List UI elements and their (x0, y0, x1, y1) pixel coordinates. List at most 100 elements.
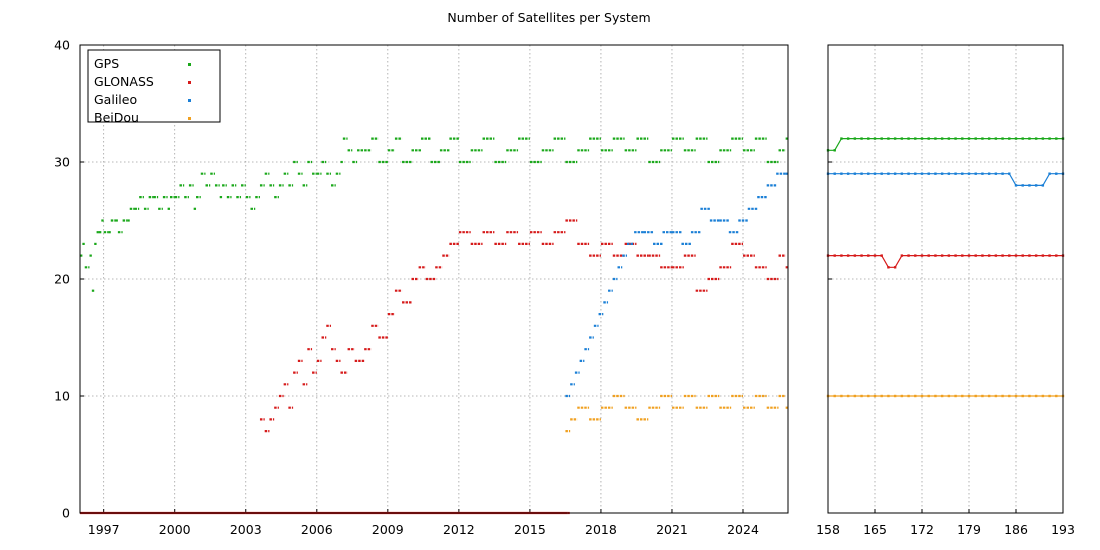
legend-label: Galileo (94, 92, 137, 107)
data-point (1014, 394, 1018, 398)
legend-swatch (188, 117, 191, 120)
data-point (840, 254, 843, 257)
x-tick-label: 193 (1051, 522, 1075, 537)
data-point (1021, 137, 1024, 140)
x-tick-label: 2009 (372, 522, 404, 537)
data-point (994, 137, 998, 140)
data-point (920, 254, 924, 257)
data-point (981, 172, 984, 175)
data-point (1021, 184, 1024, 187)
data-point (914, 254, 917, 257)
data-point (907, 172, 910, 175)
x-tick-label: 165 (863, 522, 887, 537)
series-line (828, 138, 1063, 151)
data-point (1028, 137, 1031, 140)
data-point (974, 172, 977, 175)
data-point (873, 254, 877, 257)
data-point (853, 137, 857, 140)
series-gps-years (80, 137, 788, 292)
data-point (967, 172, 971, 175)
x-tick-label: 2012 (443, 522, 475, 537)
data-point (887, 137, 890, 140)
data-point (954, 172, 957, 175)
y-tick-label: 20 (54, 272, 70, 287)
legend-label: GPS (94, 56, 119, 71)
data-point (1034, 394, 1038, 398)
legend: GPS GLONASS Galileo BeiDou (87, 49, 221, 125)
data-point (853, 172, 857, 175)
data-point (954, 254, 957, 257)
data-point (940, 394, 944, 398)
data-point (907, 137, 910, 140)
y-tick-label: 40 (54, 38, 70, 53)
data-point (1001, 394, 1004, 398)
data-point (987, 394, 991, 398)
data-point (1014, 184, 1018, 187)
data-point (961, 254, 964, 257)
data-point (900, 254, 904, 257)
data-point (1008, 172, 1011, 175)
data-point (994, 394, 998, 398)
data-point (927, 394, 930, 398)
data-point (900, 137, 904, 140)
x-tick-label: 2003 (230, 522, 262, 537)
legend-box (87, 49, 221, 123)
y-tick-label: 30 (54, 155, 70, 170)
data-point (1041, 137, 1045, 140)
data-point (940, 137, 944, 140)
data-point (1008, 254, 1011, 257)
data-point (893, 394, 897, 398)
series-line (828, 173, 1063, 186)
data-point (1048, 172, 1051, 175)
series-beidou-days (826, 394, 1065, 398)
data-point (853, 254, 857, 257)
data-point (981, 137, 984, 140)
data-point (846, 254, 850, 257)
x-tick-label: 2021 (656, 522, 688, 537)
data-point (967, 137, 971, 140)
data-point (974, 254, 977, 257)
panel-years: 1997 2000 2003 2006 2009 2012 2015 2018 2021 2024… (54, 38, 789, 537)
data-point (873, 137, 877, 140)
data-point (987, 137, 991, 140)
data-point (987, 172, 991, 175)
data-point (987, 254, 991, 257)
data-point (900, 394, 904, 398)
legend-swatch (188, 99, 191, 102)
data-point (1034, 137, 1038, 140)
data-point (934, 254, 937, 257)
data-point (961, 394, 964, 398)
x-tick-label: 186 (1004, 522, 1028, 537)
data-point (873, 172, 877, 175)
data-point (981, 254, 984, 257)
data-point (880, 254, 883, 257)
legend-swatch (188, 81, 191, 84)
data-point (1048, 137, 1051, 140)
data-point (840, 172, 843, 175)
x-tick-label: 2024 (727, 522, 759, 537)
legend-swatch (188, 63, 191, 66)
data-point (1001, 172, 1004, 175)
data-point (934, 137, 937, 140)
data-point (914, 137, 917, 140)
data-point (934, 394, 937, 398)
data-point (1014, 254, 1018, 257)
data-point (833, 254, 836, 257)
data-point (846, 394, 850, 398)
series-line (828, 255, 1063, 268)
data-point (1055, 137, 1058, 140)
data-point (880, 137, 883, 140)
series-galileo-days (826, 172, 1065, 187)
data-point (1028, 394, 1031, 398)
plot-frame (79, 44, 789, 514)
data-point (1001, 137, 1004, 140)
data-point (961, 137, 964, 140)
panel-days: 158 165 172 179 186 193 (816, 44, 1075, 537)
data-point (893, 172, 897, 175)
y-tick-label: 10 (54, 389, 70, 404)
data-point (1041, 394, 1045, 398)
x-tick-label: 2000 (159, 522, 191, 537)
data-point (833, 149, 836, 152)
data-point (940, 254, 944, 257)
